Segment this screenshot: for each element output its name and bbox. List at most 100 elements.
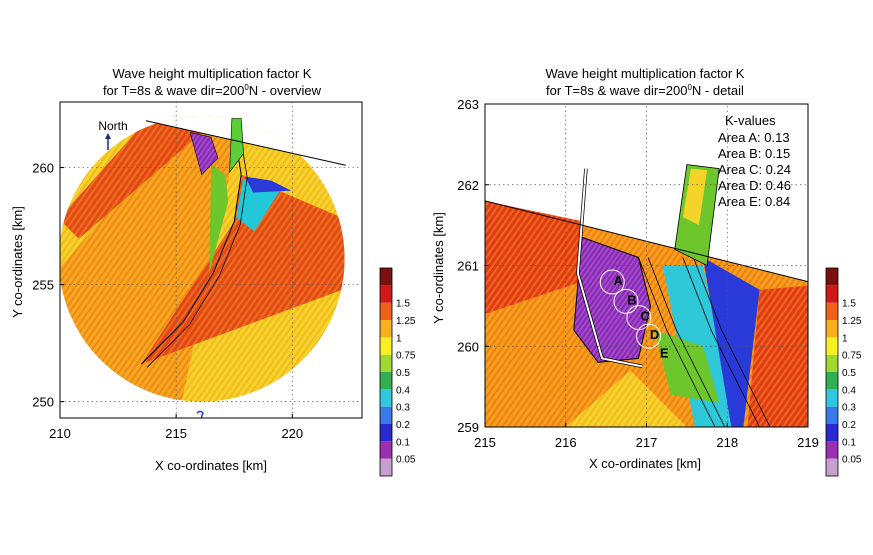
detail-colorbar-swatch: [826, 302, 838, 320]
detail-colorbar-swatch: [826, 424, 838, 442]
k-value-area-a: Area A: 0.13: [718, 130, 790, 145]
overview-channel-line: [140, 118, 242, 365]
detail-ytick-label: 261: [457, 259, 479, 274]
detail-title-line1: Wave height multiplication factor K: [546, 66, 745, 81]
area-label-e: E: [660, 346, 669, 361]
detail-breakwater-inner: [576, 168, 643, 368]
overview-colorbar-swatch: [380, 268, 392, 286]
detail-colorbar-label: 0.3: [842, 403, 856, 414]
overview-colorbar-label: 0.1: [396, 437, 410, 448]
detail-xtick-label: 218: [716, 435, 738, 450]
overview-colorbar-label: 0.75: [396, 351, 416, 362]
detail-channel-line-0: [638, 257, 716, 427]
overview-colorbar-swatch: [380, 320, 392, 338]
detail-ytick-label: 262: [457, 178, 479, 193]
overview-ticks: 210 215 220 250 255 260: [32, 161, 303, 441]
overview-colorbar-swatch: [380, 285, 392, 303]
overview-panel: Wave height multiplication factor K for …: [10, 66, 363, 473]
detail-xlabel: X co-ordinates [km]: [589, 456, 701, 471]
detail-red-coast: [485, 200, 582, 314]
detail-colorbar-label: 1.25: [842, 316, 862, 327]
detail-green-zone: [654, 330, 720, 403]
area-label-c: C: [640, 309, 650, 324]
detail-jetty-tip: [682, 168, 708, 226]
detail-ytick-label: 259: [457, 420, 479, 435]
detail-colorbar-label: 1.5: [842, 299, 856, 310]
north-arrowhead-icon: [105, 133, 111, 139]
overview-xlabel: X co-ordinates [km]: [155, 458, 267, 473]
overview-colorbar-label: 0.4: [396, 385, 410, 396]
overview-ytick-label: 260: [32, 161, 54, 176]
overview-xtick-label: 215: [165, 426, 187, 441]
detail-colorbar-swatch: [826, 268, 838, 286]
detail-colorbar-swatch: [826, 441, 838, 459]
detail-colorbar-label: 0.75: [842, 351, 862, 362]
area-label-a: A: [614, 273, 624, 288]
detail-colorbar-label: 0.1: [842, 437, 856, 448]
detail-channel-line-2: [682, 257, 760, 427]
overview-colorbar-label: 0.2: [396, 420, 410, 431]
detail-yellow-zone: [565, 370, 687, 427]
overview-small-marker: [196, 410, 204, 418]
detail-colorbar-swatch: [826, 458, 838, 476]
k-value-area-d: Area D: 0.46: [718, 178, 791, 193]
overview-channel-line-2: [147, 121, 248, 368]
detail-channel-line-1: [647, 257, 726, 427]
overview-colorbar-swatch: [380, 302, 392, 320]
area-circle-d: [636, 323, 662, 349]
area-label-d: D: [650, 327, 659, 342]
overview-colorbar-swatch: [380, 372, 392, 390]
overview-red-wedge: [141, 174, 345, 365]
detail-xtick-label: 219: [797, 435, 819, 450]
overview-colorbar-swatch: [380, 354, 392, 372]
detail-colorbar-swatch: [826, 406, 838, 424]
overview-green-shadow: [209, 164, 229, 273]
detail-ytick-label: 263: [457, 97, 479, 112]
detail-ylabel: Y co-ordinates [km]: [431, 212, 446, 324]
overview-blue-zone: [245, 176, 292, 193]
overview-colorbar-label: 0.05: [396, 455, 416, 466]
detail-ytick-label: 260: [457, 339, 479, 354]
detail-colorbar-label: 0.5: [842, 368, 856, 379]
overview-colorbar-swatch: [380, 389, 392, 407]
detail-colorbar-swatch: [826, 320, 838, 338]
overview-cyan-zone: [236, 178, 282, 232]
overview-colorbar: 0.05 0.1 0.2 0.3 0.4 0.5 0.75 1 1.25 1.5: [379, 267, 416, 477]
detail-colorbar-swatch: [826, 337, 838, 355]
detail-xtick-label: 215: [474, 435, 496, 450]
overview-colorbar-label: 1.5: [396, 299, 410, 310]
overview-xtick-label: 210: [49, 426, 71, 441]
detail-blue-channel: [703, 257, 760, 427]
overview-colorbar-swatch: [380, 424, 392, 442]
overview-basin-outline: [189, 132, 219, 176]
area-label-b: B: [627, 292, 636, 307]
detail-colorbar-label: 1: [842, 333, 848, 344]
overview-colorbar-label: 0.5: [396, 368, 410, 379]
overview-coastline: [145, 120, 346, 166]
detail-colorbar-label: 0.05: [842, 455, 862, 466]
area-circle-a: [599, 269, 625, 295]
overview-colorbar-label: 0.3: [396, 403, 410, 414]
detail-colorbar-swatch: [826, 354, 838, 372]
detail-colorbar-swatch: [826, 389, 838, 407]
overview-ytick-label: 250: [32, 395, 54, 410]
detail-colorbar-label: 0.4: [842, 385, 856, 396]
overview-colorbar-label: 1.25: [396, 316, 416, 327]
overview-colorbar-frame: [379, 267, 393, 477]
detail-title-line2: for T=8s & wave dir=2000N - detail: [546, 83, 744, 98]
detail-red-east: [747, 285, 808, 427]
overview-ylabel: Y co-ordinates [km]: [10, 206, 25, 318]
detail-xtick-label: 216: [555, 435, 577, 450]
detail-colorbar-swatch: [826, 285, 838, 303]
overview-axes-frame: [59, 101, 363, 419]
k-value-area-c: Area C: 0.24: [718, 162, 791, 177]
overview-jetty: [229, 118, 244, 174]
overview-title-line2: for T=8s & wave dir=2000N - overview: [103, 83, 322, 98]
k-values-title: K-values: [725, 113, 776, 128]
overview-colorbar-swatch: [380, 458, 392, 476]
detail-colorbar-swatch: [826, 372, 838, 390]
overview-colorbar-swatch: [380, 406, 392, 424]
detail-channel-line-3: [692, 257, 771, 427]
